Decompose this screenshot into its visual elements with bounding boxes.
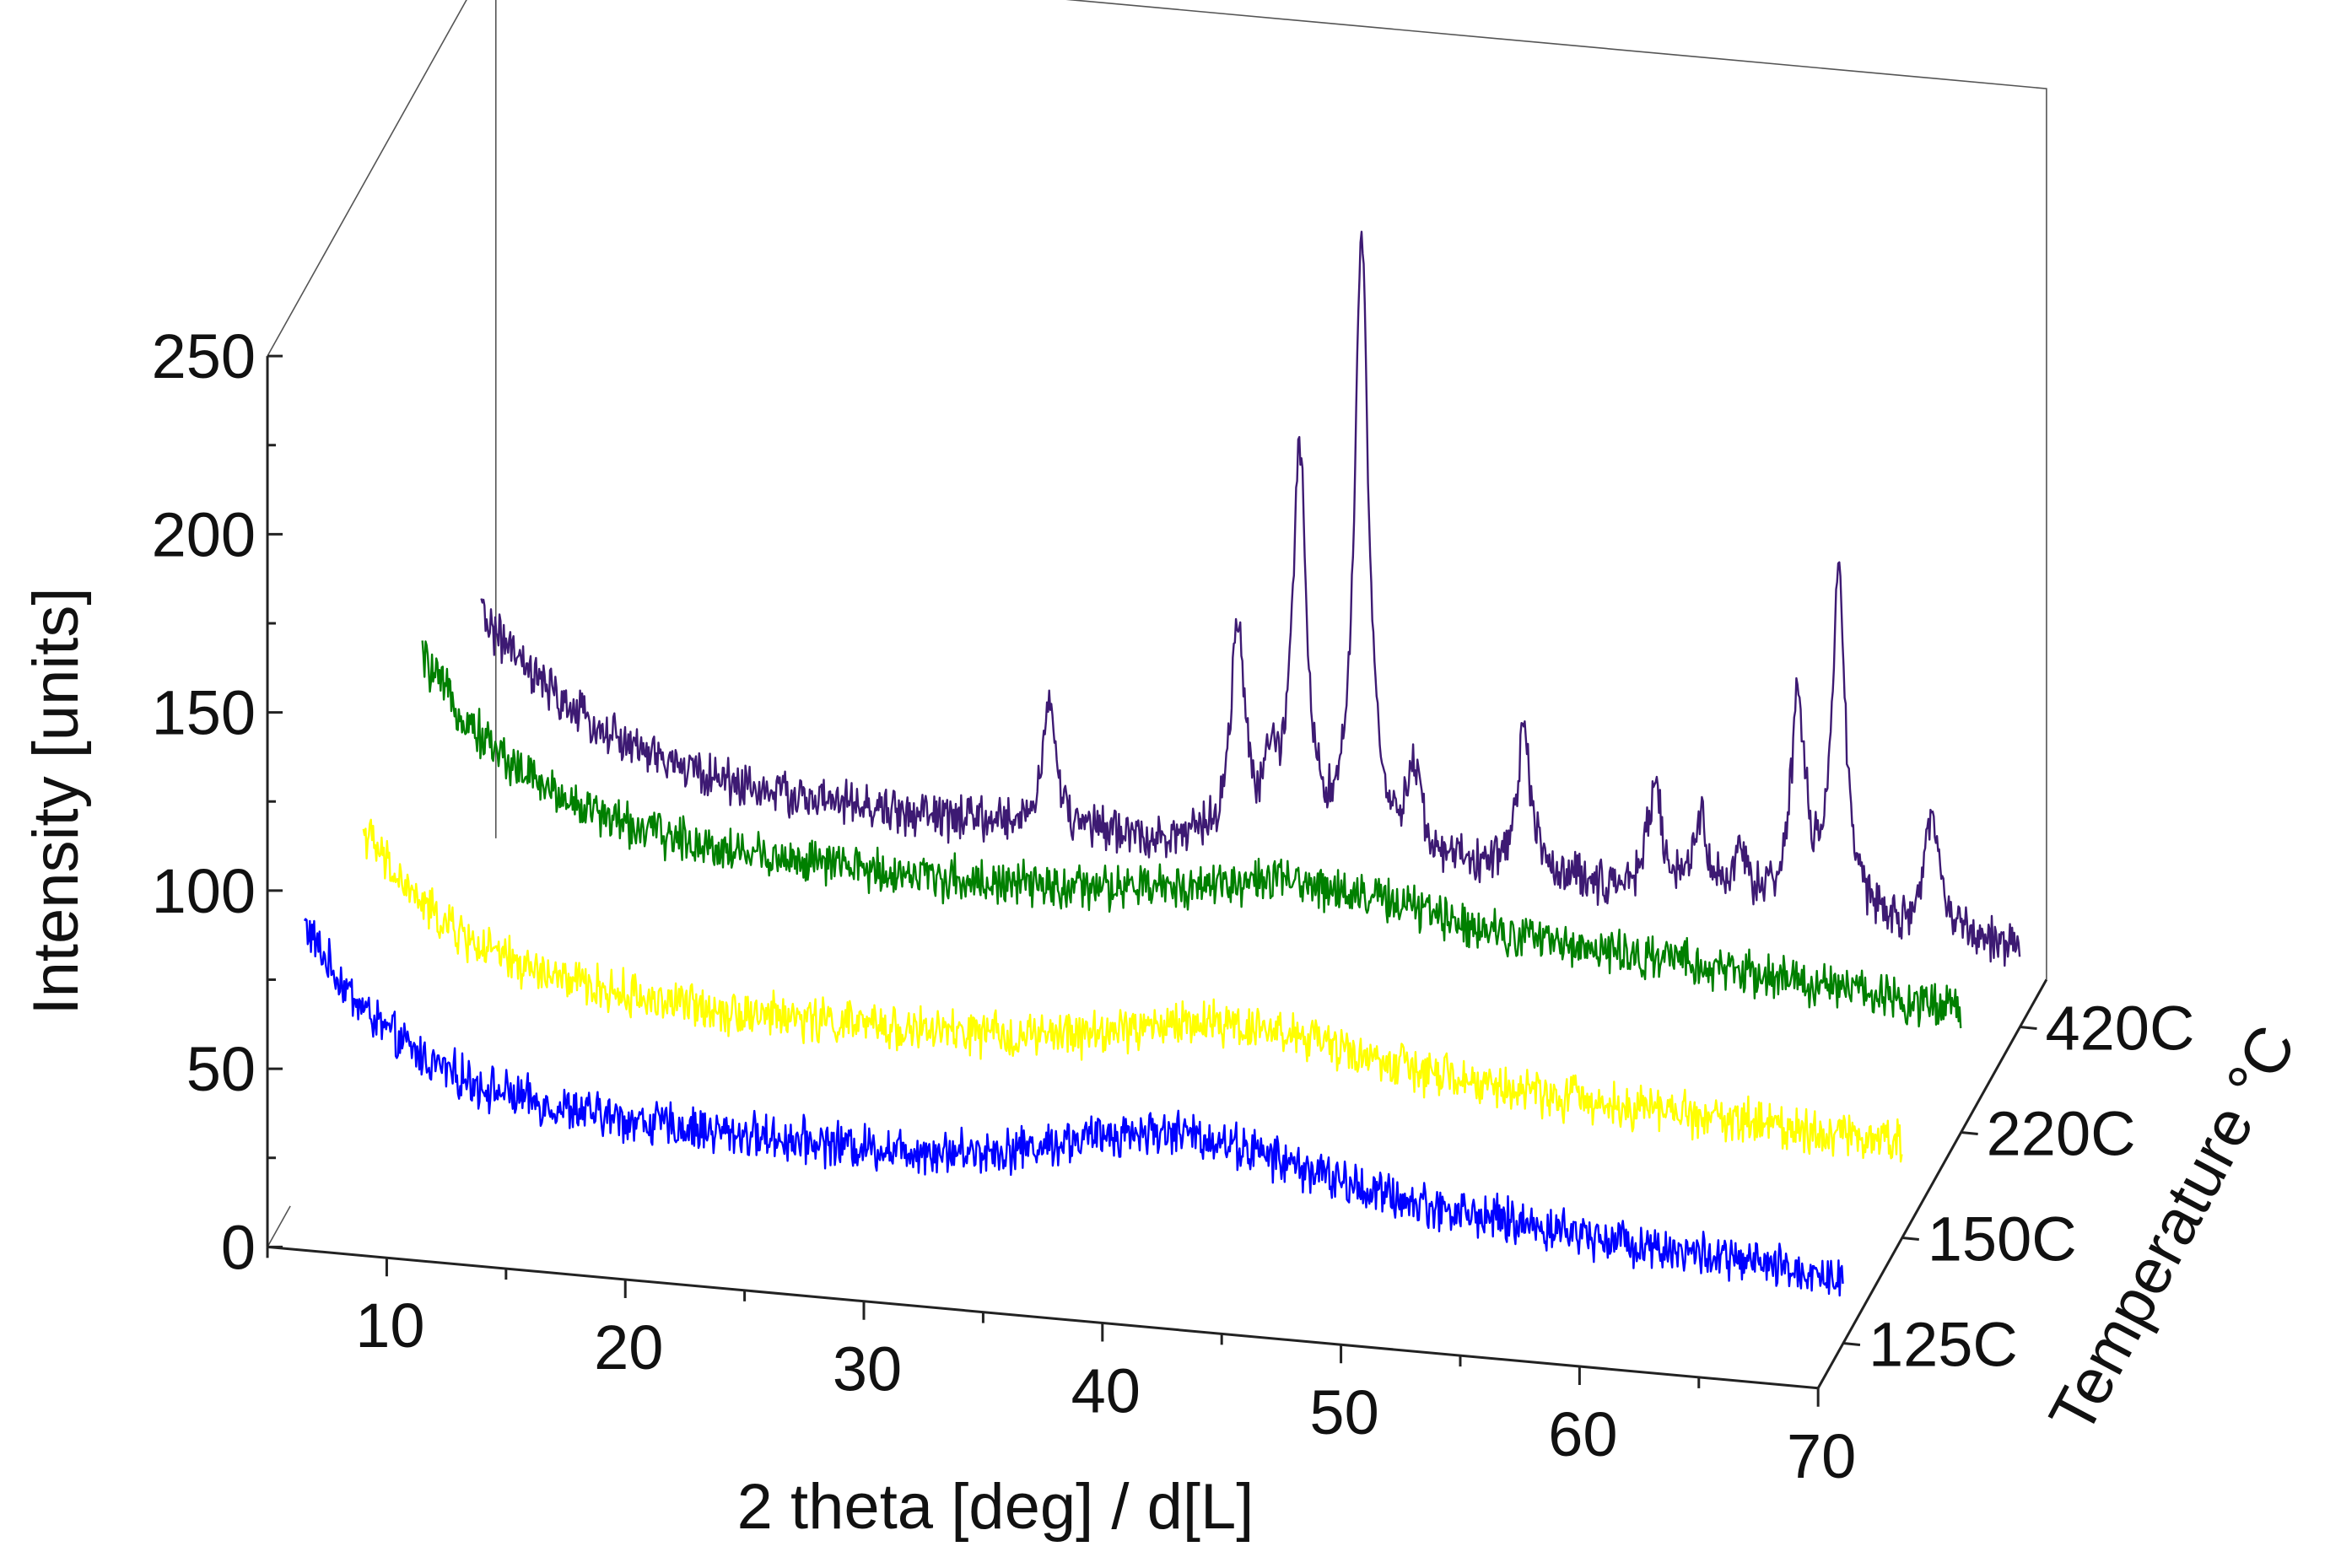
z-tick — [2020, 1026, 2037, 1030]
z-tick — [1842, 1341, 1861, 1346]
y-tick-label: 200 — [152, 499, 256, 569]
z-tick — [1901, 1236, 1919, 1241]
series-layer — [303, 230, 2021, 1297]
series-line-220C — [421, 640, 1962, 1029]
z-tick-label: 220C — [1987, 1098, 2136, 1168]
y-tick-label: 250 — [152, 321, 256, 391]
x-tick-label: 20 — [594, 1312, 663, 1382]
z-tick-label: 420C — [2045, 993, 2194, 1063]
x-tick-label: 70 — [1787, 1421, 1856, 1491]
y-tick-label: 150 — [152, 678, 256, 748]
y-tick-label: 50 — [186, 1034, 256, 1104]
x-tick-label: 10 — [355, 1291, 424, 1361]
floor-edge — [267, 1205, 291, 1247]
z-tick — [1961, 1130, 1978, 1135]
x-tick-label: 50 — [1309, 1377, 1378, 1447]
x-axis-line — [267, 1245, 1819, 1390]
axes-frame — [266, 0, 2048, 1390]
z-axis-line — [1816, 978, 2048, 1389]
axis-ticks — [266, 354, 2037, 1407]
x-axis-title: 2 theta [deg] / d[L] — [737, 1471, 1254, 1543]
y-tick-label: 0 — [221, 1212, 256, 1282]
x-tick-label: 30 — [833, 1334, 902, 1404]
y-tick-label: 100 — [152, 856, 256, 926]
x-tick-label: 40 — [1071, 1355, 1141, 1425]
series-line-420C — [480, 230, 2021, 967]
z-tick-label: 125C — [1869, 1309, 2018, 1379]
series-line-150C — [362, 818, 1903, 1163]
x-tick-label: 60 — [1548, 1399, 1617, 1469]
y-axis-title: Intensity [units] — [20, 588, 92, 1016]
back-panel-edge — [267, 0, 2047, 980]
z-tick-label: 150C — [1928, 1204, 2077, 1274]
series-line-125C — [303, 918, 1844, 1297]
